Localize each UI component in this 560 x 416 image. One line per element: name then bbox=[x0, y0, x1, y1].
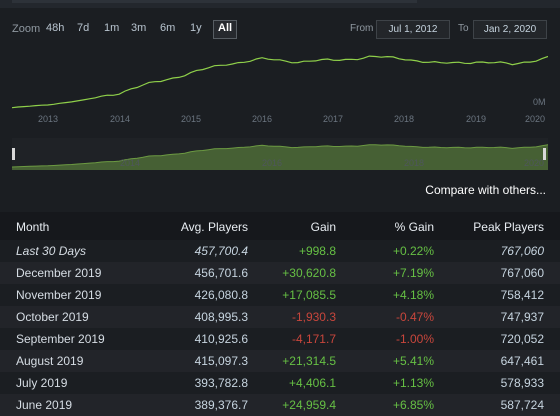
pct-gain-cell: +4.18% bbox=[392, 288, 434, 302]
header-month[interactable]: Month bbox=[16, 220, 50, 234]
pct-gain-cell: -1.00% bbox=[395, 332, 434, 346]
peak-players-cell: 578,933 bbox=[500, 376, 544, 390]
month-cell: June 2019 bbox=[16, 398, 73, 412]
table-row: October 2019 408,995.3 -1,930.3 -0.47% 747,9… bbox=[0, 306, 560, 328]
pct-gain-cell: +1.13% bbox=[392, 376, 434, 390]
table-header: Month Avg. Players Gain % Gain Peak Play… bbox=[0, 212, 560, 240]
x-tick-label: 2017 bbox=[323, 114, 344, 124]
gain-cell: +998.8 bbox=[298, 244, 336, 258]
to-label: To bbox=[458, 23, 469, 34]
x-tick-label: 2019 bbox=[466, 114, 487, 124]
chart-toolbar: Zoom 48h 7d 1m 3m 6m 1y All From Jul 1, … bbox=[0, 18, 560, 42]
gain-cell: +30,620.8 bbox=[282, 266, 336, 280]
zoom-6m-button[interactable]: 6m bbox=[160, 22, 176, 34]
avg-players-cell: 426,080.8 bbox=[194, 288, 248, 302]
navigator-area bbox=[12, 144, 548, 170]
player-count-chart bbox=[12, 55, 548, 109]
table-row: Last 30 Days 457,700.4 +998.8 +0.22% 767,060 bbox=[0, 240, 560, 262]
from-label: From bbox=[350, 23, 374, 34]
zoom-1y-button[interactable]: 1y bbox=[190, 22, 202, 34]
pct-gain-cell: -0.47% bbox=[395, 310, 434, 324]
avg-players-cell: 457,700.4 bbox=[194, 244, 248, 258]
table-body: Last 30 Days 457,700.4 +998.8 +0.22% 767,060… bbox=[0, 240, 560, 416]
month-cell: November 2019 bbox=[16, 288, 102, 302]
peak-players-cell: 587,724 bbox=[500, 398, 544, 412]
zoom-48h-button[interactable]: 48h bbox=[46, 22, 65, 34]
x-tick-label: 2018 bbox=[394, 114, 415, 124]
table-row: August 2019 415,097.3 +21,314.5 +5.41% 647,4… bbox=[0, 350, 560, 372]
peak-players-cell: 647,461 bbox=[500, 354, 544, 368]
pct-gain-cell: +6.85% bbox=[392, 398, 434, 412]
pct-gain-cell: +7.19% bbox=[392, 266, 434, 280]
peak-players-cell: 747,937 bbox=[500, 310, 544, 324]
navigator-tick-label: 2016 bbox=[262, 158, 283, 168]
gain-cell: +24,959.4 bbox=[282, 398, 336, 412]
top-scroll-strip bbox=[0, 0, 560, 8]
navigator-tick-label: 2014 bbox=[120, 158, 141, 168]
header-pct-gain[interactable]: % Gain bbox=[394, 220, 434, 234]
pct-gain-cell: +0.22% bbox=[392, 244, 434, 258]
peak-players-cell: 767,060 bbox=[500, 266, 544, 280]
zoom-1m-button[interactable]: 1m bbox=[104, 22, 120, 34]
month-cell: July 2019 bbox=[16, 376, 68, 390]
x-tick-label: 2014 bbox=[110, 114, 131, 124]
month-cell: August 2019 bbox=[16, 354, 84, 368]
avg-players-cell: 393,782.8 bbox=[194, 376, 248, 390]
to-date-input[interactable]: Jan 2, 2020 bbox=[473, 20, 547, 39]
gain-cell: -4,171.7 bbox=[291, 332, 336, 346]
y-axis-label: 0M bbox=[533, 97, 546, 107]
x-tick-label: 2013 bbox=[38, 114, 59, 124]
table-row: September 2019 410,925.6 -4,171.7 -1.00% 720… bbox=[0, 328, 560, 350]
compare-with-others-link[interactable]: Compare with others... bbox=[425, 183, 546, 197]
table-row: July 2019 393,782.8 +4,406.1 +1.13% 578,933 bbox=[0, 372, 560, 394]
navigator-left-handle[interactable] bbox=[12, 148, 15, 160]
x-tick-label: 2016 bbox=[252, 114, 273, 124]
header-avg-players[interactable]: Avg. Players bbox=[180, 220, 248, 234]
table-row: December 2019 456,701.6 +30,620.8 +7.19% 767… bbox=[0, 262, 560, 284]
x-tick-label: 2020 bbox=[525, 114, 546, 124]
zoom-label: Zoom bbox=[12, 23, 41, 35]
zoom-3m-button[interactable]: 3m bbox=[131, 22, 147, 34]
navigator-tick-label: 2018 bbox=[404, 158, 425, 168]
month-cell: December 2019 bbox=[16, 266, 102, 280]
avg-players-cell: 410,925.6 bbox=[194, 332, 248, 346]
avg-players-cell: 408,995.3 bbox=[194, 310, 248, 324]
avg-players-cell: 456,701.6 bbox=[194, 266, 248, 280]
gain-cell: +17,085.5 bbox=[282, 288, 336, 302]
x-tick-label: 2015 bbox=[181, 114, 202, 124]
avg-players-cell: 389,376.7 bbox=[194, 398, 248, 412]
gain-cell: -1,930.3 bbox=[291, 310, 336, 324]
player-count-line bbox=[12, 55, 548, 109]
month-cell: September 2019 bbox=[16, 332, 105, 346]
navigator-line bbox=[12, 144, 548, 168]
zoom-all-button[interactable]: All bbox=[213, 20, 238, 39]
peak-players-cell: 720,052 bbox=[500, 332, 544, 346]
table-row: June 2019 389,376.7 +24,959.4 +6.85% 587,724 bbox=[0, 394, 560, 416]
navigator-tick-label: 2020 bbox=[524, 158, 545, 168]
pct-gain-cell: +5.41% bbox=[392, 354, 434, 368]
gain-cell: +4,406.1 bbox=[288, 376, 336, 390]
from-date-input[interactable]: Jul 1, 2012 bbox=[376, 20, 450, 39]
header-gain[interactable]: Gain bbox=[310, 220, 336, 234]
month-cell: Last 30 Days bbox=[16, 244, 87, 258]
header-peak-players[interactable]: Peak Players bbox=[473, 220, 544, 234]
table-row: November 2019 426,080.8 +17,085.5 +4.18% 758… bbox=[0, 284, 560, 306]
navigator-right-handle[interactable] bbox=[543, 148, 546, 160]
avg-players-cell: 415,097.3 bbox=[194, 354, 248, 368]
monthly-stats-table: Month Avg. Players Gain % Gain Peak Play… bbox=[0, 212, 560, 416]
top-strip-bar bbox=[12, 0, 417, 3]
zoom-7d-button[interactable]: 7d bbox=[77, 22, 90, 34]
peak-players-cell: 758,412 bbox=[500, 288, 544, 302]
gain-cell: +21,314.5 bbox=[282, 354, 336, 368]
navigator-chart[interactable] bbox=[12, 138, 548, 170]
peak-players-cell: 767,060 bbox=[500, 244, 544, 258]
month-cell: October 2019 bbox=[16, 310, 89, 324]
